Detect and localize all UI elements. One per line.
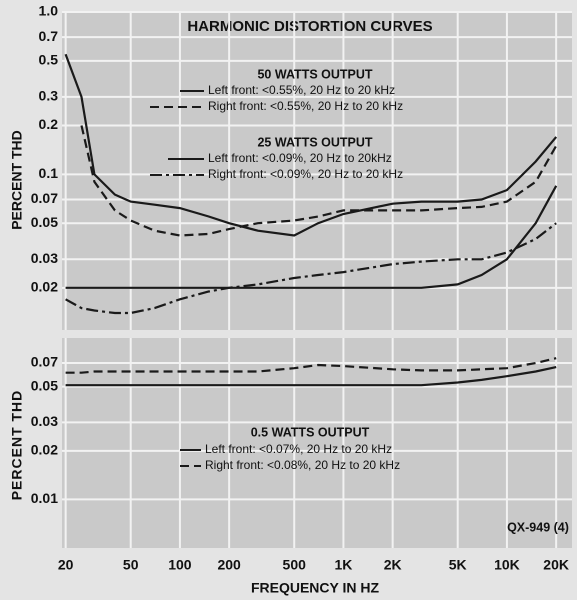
legend-label: Right front: <0.09%, 20 Hz to 20 kHz [208, 167, 403, 181]
y-axis-label: PERCENT THD [9, 390, 25, 501]
x-tick-label: 500 [283, 557, 307, 573]
y-tick-label: 0.02 [31, 279, 58, 295]
y-tick-label: 0.07 [31, 190, 58, 206]
x-tick-label: 20K [543, 557, 569, 573]
legend-label: Right front: <0.08%, 20 Hz to 20 kHz [205, 458, 400, 472]
x-tick-label: 2K [384, 557, 402, 573]
annotation: 25 WATTS OUTPUT [257, 135, 372, 149]
y-tick-label: 0.5 [39, 52, 59, 68]
legend-label: Left front: <0.07%, 20 Hz to 20 kHz [205, 442, 392, 456]
y-tick-label: 0.05 [31, 377, 58, 393]
x-tick-label: 200 [217, 557, 241, 573]
data-line [65, 222, 557, 315]
annotation: 0.5 WATTS OUTPUT [251, 425, 370, 439]
annotation: QX-949 (4) [507, 520, 569, 534]
y-tick-label: 0.7 [39, 28, 59, 44]
annotation: 50 WATTS OUTPUT [257, 67, 372, 81]
y-tick-label: 0.3 [39, 88, 59, 104]
x-tick-label: 20 [58, 557, 74, 573]
y-tick-label: 0.1 [39, 165, 59, 181]
y-tick-label: 0.05 [31, 214, 58, 230]
x-axis-label: FREQUENCY IN HZ [251, 580, 380, 596]
data-line [65, 185, 558, 289]
y-axis-label: PERCENT THD [9, 130, 25, 230]
data-line [64, 53, 558, 237]
y-tick-label: 0.2 [39, 116, 59, 132]
plot-area [62, 12, 572, 330]
y-tick-label: 0.01 [31, 490, 58, 506]
x-tick-label: 5K [449, 557, 467, 573]
data-line [65, 357, 557, 374]
legend-label: Right front: <0.55%, 20 Hz to 20 kHz [208, 99, 403, 113]
y-tick-label: 1.0 [39, 3, 59, 19]
legend-label: Left front: <0.09%, 20 Hz to 20kHz [208, 151, 392, 165]
x-tick-label: 100 [168, 557, 192, 573]
chart-title: HARMONIC DISTORTION CURVES [187, 18, 432, 35]
legend-label: Left front: <0.55%, 20 Hz to 20 kHz [208, 83, 395, 97]
x-tick-label: 1K [334, 557, 352, 573]
data-line [80, 125, 558, 237]
y-tick-label: 0.02 [31, 442, 58, 458]
x-tick-label: 50 [123, 557, 139, 573]
y-tick-label: 0.03 [31, 413, 58, 429]
y-tick-label: 0.03 [31, 250, 58, 266]
plot-area [62, 338, 572, 548]
y-tick-label: 0.07 [31, 354, 58, 370]
data-line [65, 366, 557, 387]
x-tick-label: 10K [494, 557, 520, 573]
